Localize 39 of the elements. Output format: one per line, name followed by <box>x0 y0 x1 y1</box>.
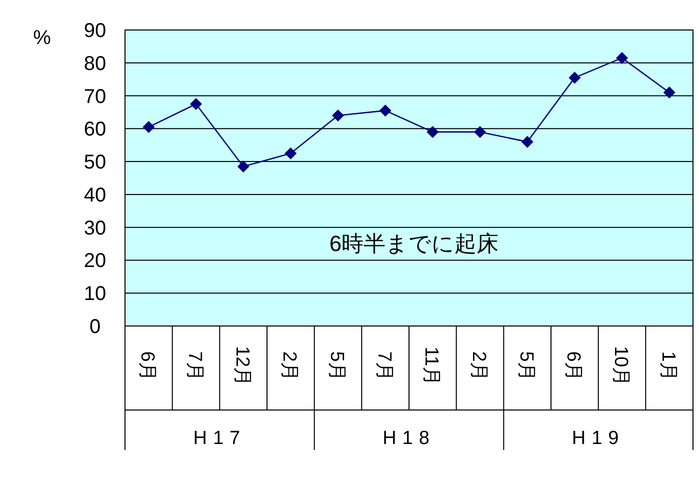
x-tick-label: 7月 <box>184 351 205 381</box>
point <box>284 147 297 160</box>
y-tick-label: 30 <box>84 217 106 240</box>
x-tick-label: 6月 <box>136 351 158 381</box>
point <box>142 121 155 134</box>
y-tick-label: 40 <box>84 184 106 206</box>
x-tick-label: 7月 <box>373 351 394 381</box>
y-tick-label: 50 <box>84 152 106 174</box>
x-tick-label: 12月 <box>231 346 252 386</box>
y-tick-label: 70 <box>84 86 106 108</box>
point <box>426 126 439 138</box>
point <box>568 72 581 84</box>
text: H18 <box>382 428 436 449</box>
x-tick-label: 6月 <box>562 351 584 381</box>
y-tick-label: 60 <box>84 118 106 141</box>
point <box>379 104 392 117</box>
y-tick-label: 10 <box>84 283 106 306</box>
text: H19 <box>572 428 625 449</box>
x-tick-label: 2月 <box>468 351 489 381</box>
y-tick-label: 0 <box>89 316 101 338</box>
x-tick-label: 5月 <box>326 351 347 381</box>
point <box>332 110 344 122</box>
y-tick-label: 80 <box>84 52 106 75</box>
point <box>663 86 676 98</box>
x-tick-label: 2月 <box>278 351 300 381</box>
y-tick-label: 20 <box>84 250 106 272</box>
y-axis-title: % <box>33 27 52 49</box>
point <box>190 98 202 110</box>
x-tick-label: 5月 <box>515 351 536 381</box>
x-tick-label: 10月 <box>610 346 631 386</box>
text: H17 <box>193 428 246 449</box>
x-tick-label: 1月 <box>657 351 678 381</box>
point <box>237 160 250 172</box>
text: 6時半までに起床 <box>329 230 499 256</box>
x-tick-label: 11月 <box>420 346 442 386</box>
y-tick-label: 90 <box>84 20 106 42</box>
point <box>521 136 534 148</box>
point <box>474 126 486 138</box>
point <box>616 52 628 64</box>
